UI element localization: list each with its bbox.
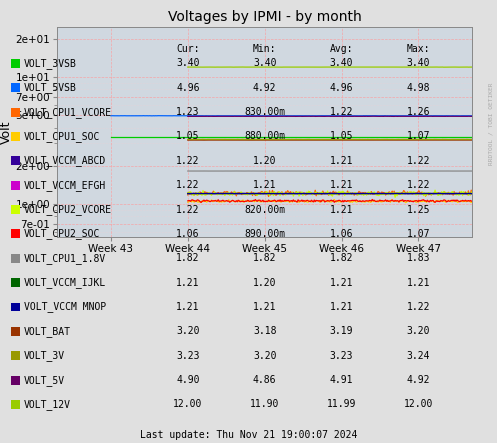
- Text: 1.82: 1.82: [176, 253, 200, 263]
- Text: 1.21: 1.21: [253, 180, 276, 190]
- Text: 1.06: 1.06: [176, 229, 200, 239]
- Title: Voltages by IPMI - by month: Voltages by IPMI - by month: [168, 10, 361, 24]
- Text: 3.20: 3.20: [407, 326, 430, 336]
- Text: 1.21: 1.21: [253, 302, 276, 312]
- Text: 1.21: 1.21: [176, 302, 200, 312]
- Text: 1.06: 1.06: [330, 229, 353, 239]
- Text: 1.20: 1.20: [253, 156, 276, 166]
- Text: 1.21: 1.21: [330, 278, 353, 288]
- Text: VOLT_CPU1_1.8V: VOLT_CPU1_1.8V: [24, 253, 106, 264]
- Text: 4.86: 4.86: [253, 375, 276, 385]
- Text: 1.07: 1.07: [407, 132, 430, 141]
- Text: 1.21: 1.21: [330, 180, 353, 190]
- Text: VOLT_CPU2_SOC: VOLT_CPU2_SOC: [24, 229, 100, 239]
- Text: VOLT_CPU1_SOC: VOLT_CPU1_SOC: [24, 131, 100, 142]
- Text: 1.22: 1.22: [176, 156, 200, 166]
- Text: 12.00: 12.00: [173, 400, 202, 409]
- Text: 1.21: 1.21: [407, 278, 430, 288]
- Text: 3.23: 3.23: [330, 351, 353, 361]
- Text: VOLT_CPU2_VCORE: VOLT_CPU2_VCORE: [24, 204, 112, 215]
- Text: 1.22: 1.22: [407, 180, 430, 190]
- Text: 1.23: 1.23: [176, 107, 200, 117]
- Text: 3.19: 3.19: [330, 326, 353, 336]
- Text: VOLT_VCCM_ABCD: VOLT_VCCM_ABCD: [24, 155, 106, 166]
- Text: 1.25: 1.25: [407, 205, 430, 214]
- Text: 1.26: 1.26: [407, 107, 430, 117]
- Text: 880.00m: 880.00m: [244, 132, 285, 141]
- Text: 3.23: 3.23: [176, 351, 200, 361]
- Text: 1.22: 1.22: [407, 302, 430, 312]
- Text: Max:: Max:: [407, 44, 430, 54]
- Text: VOLT_5VSB: VOLT_5VSB: [24, 82, 77, 93]
- Y-axis label: Volt: Volt: [0, 120, 13, 144]
- Text: VOLT_VCCM_IJKL: VOLT_VCCM_IJKL: [24, 277, 106, 288]
- Text: 1.22: 1.22: [407, 156, 430, 166]
- Text: 3.20: 3.20: [176, 326, 200, 336]
- Text: Min:: Min:: [253, 44, 276, 54]
- Text: 1.22: 1.22: [176, 205, 200, 214]
- Text: VOLT_VCCM_EFGH: VOLT_VCCM_EFGH: [24, 180, 106, 190]
- Text: 4.98: 4.98: [407, 83, 430, 93]
- Text: 1.07: 1.07: [407, 229, 430, 239]
- Text: VOLT_BAT: VOLT_BAT: [24, 326, 71, 337]
- Text: 12.00: 12.00: [404, 400, 433, 409]
- Text: 4.96: 4.96: [330, 83, 353, 93]
- Text: 830.00m: 830.00m: [244, 107, 285, 117]
- Text: 1.82: 1.82: [253, 253, 276, 263]
- Text: 1.21: 1.21: [330, 302, 353, 312]
- Text: 890.00m: 890.00m: [244, 229, 285, 239]
- Text: VOLT_3V: VOLT_3V: [24, 350, 65, 361]
- Text: 1.20: 1.20: [253, 278, 276, 288]
- Text: 1.21: 1.21: [176, 278, 200, 288]
- Text: VOLT_CPU1_VCORE: VOLT_CPU1_VCORE: [24, 107, 112, 117]
- Text: 11.99: 11.99: [327, 400, 356, 409]
- Text: 1.82: 1.82: [330, 253, 353, 263]
- Text: 4.92: 4.92: [407, 375, 430, 385]
- Text: 820.00m: 820.00m: [244, 205, 285, 214]
- Text: 3.40: 3.40: [253, 58, 276, 68]
- Text: VOLT_12V: VOLT_12V: [24, 399, 71, 410]
- Text: 4.92: 4.92: [253, 83, 276, 93]
- Text: VOLT_3VSB: VOLT_3VSB: [24, 58, 77, 69]
- Text: 11.90: 11.90: [250, 400, 279, 409]
- Text: 3.40: 3.40: [330, 58, 353, 68]
- Text: 3.40: 3.40: [407, 58, 430, 68]
- Text: 1.22: 1.22: [176, 180, 200, 190]
- Text: 1.83: 1.83: [407, 253, 430, 263]
- Text: Last update: Thu Nov 21 19:00:07 2024: Last update: Thu Nov 21 19:00:07 2024: [140, 430, 357, 440]
- Text: 3.40: 3.40: [176, 58, 200, 68]
- Text: RRDTOOL / TOBI OETIKER: RRDTOOL / TOBI OETIKER: [488, 83, 493, 165]
- Text: 4.90: 4.90: [176, 375, 200, 385]
- Text: 3.24: 3.24: [407, 351, 430, 361]
- Text: 3.18: 3.18: [253, 326, 276, 336]
- Text: 1.21: 1.21: [330, 156, 353, 166]
- Text: 4.96: 4.96: [176, 83, 200, 93]
- Text: 1.05: 1.05: [330, 132, 353, 141]
- Text: 1.05: 1.05: [176, 132, 200, 141]
- Text: 1.21: 1.21: [330, 205, 353, 214]
- Text: Cur:: Cur:: [176, 44, 200, 54]
- Text: VOLT_5V: VOLT_5V: [24, 375, 65, 385]
- Text: 4.91: 4.91: [330, 375, 353, 385]
- Text: 1.22: 1.22: [330, 107, 353, 117]
- Text: 3.20: 3.20: [253, 351, 276, 361]
- Text: VOLT_VCCM MNOP: VOLT_VCCM MNOP: [24, 302, 106, 312]
- Text: Avg:: Avg:: [330, 44, 353, 54]
